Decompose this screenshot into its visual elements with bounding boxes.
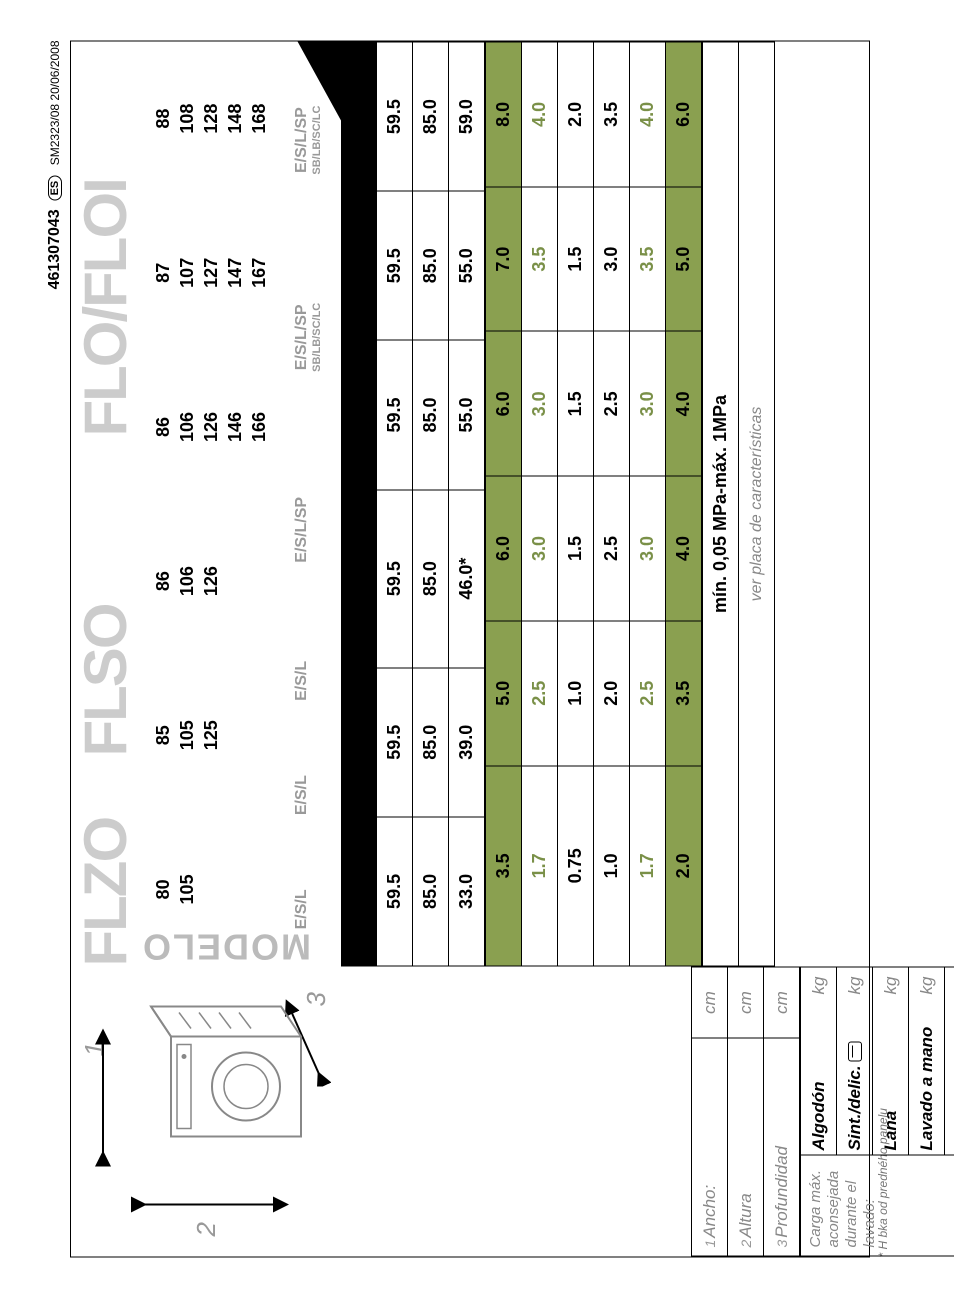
brand-flso: FLSO [71,604,140,756]
carga-2: aconsejada [825,1170,842,1247]
row-algodon: Algodón [801,1003,837,1155]
lang-badge: ES [48,175,62,200]
doc-id: SM2323/08 20/06/2008 [48,40,62,165]
brand-flzo: FLZO [71,817,140,966]
pressure-val: mín. 0,05 MPa-máx. 1MPa [703,42,739,966]
carga-1: Carga máx. [807,1169,824,1247]
washer-icon [141,996,316,1146]
unit: cm [764,967,800,1038]
power-val: ver placa de características [739,42,775,966]
load-table: 3.55.06.06.07.08.01.72.53.03.03.54.00.75… [485,41,702,966]
dimension-diagram: 1 2 3 [71,966,381,1256]
row-lana: Lana [873,1003,909,1155]
row-sint: Sint./delic. [837,1003,873,1155]
row-mano: Lavado a mano [909,1003,945,1155]
prof-label: Profundidad [772,1146,791,1238]
carga-3: durante el [843,1180,860,1247]
dim-two-label: 2 [191,1222,222,1236]
iron-icon [848,1041,862,1061]
ancho-label: Ancho: [700,1184,719,1237]
dim-table: 59.559.559.559.559.559.585.085.085.085.0… [376,41,485,966]
size-grid: 8085868687881051051061061071081251261261… [151,41,291,966]
unit: cm [728,967,764,1038]
black-divider [341,41,377,966]
carga-4: lavado: [861,1199,878,1247]
code: 461307043 [46,209,63,289]
unit: cm [692,967,728,1038]
altura-label: Altura [736,1193,755,1237]
brand-flo: FLO/FLOI [71,179,140,436]
version-row: E/S/LE/S/LE/S/LE/S/L/SPE/S/L/SPSB/LB/SC/… [291,41,341,966]
row-rapido: Lavado rápido [945,1003,954,1155]
doc-header: 461307043 ES SM2323/08 20/06/2008 [40,40,70,1257]
